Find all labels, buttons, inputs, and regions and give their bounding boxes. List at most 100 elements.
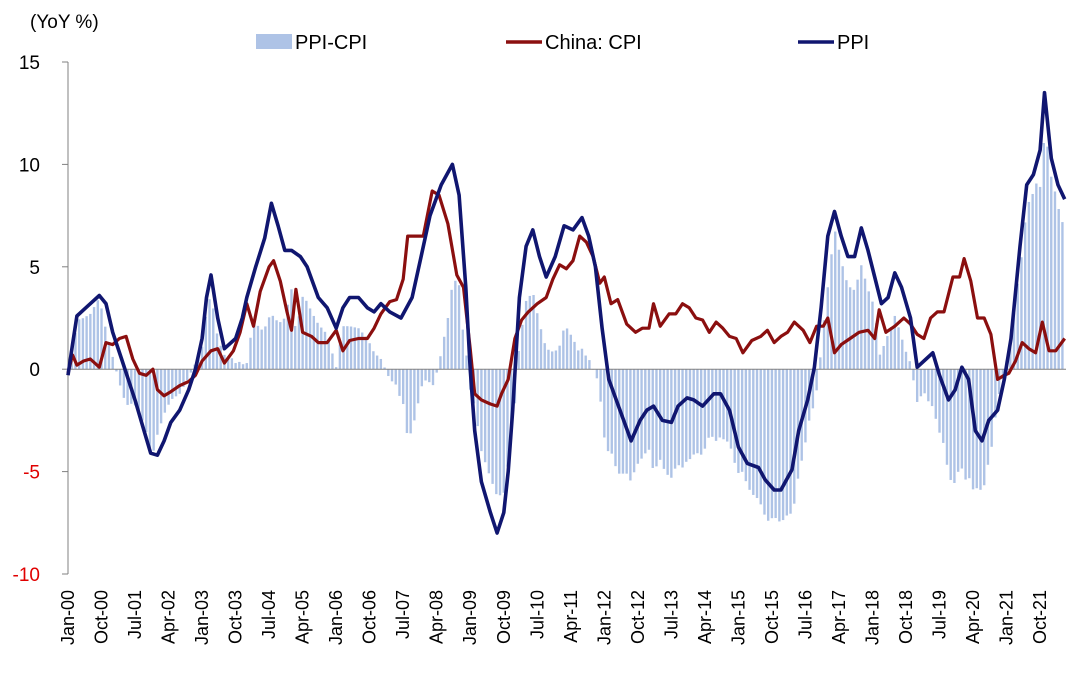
- ppi-cpi-bar: [1012, 313, 1016, 370]
- ppi-cpi-bar: [431, 369, 435, 386]
- ppi-cpi-bar: [651, 369, 654, 468]
- ppi-cpi-bar: [796, 369, 800, 479]
- legend-swatch-ppi-cpi: [256, 34, 292, 49]
- ppi-cpi-bar: [111, 356, 114, 370]
- ppi-cpi-bar: [145, 369, 148, 433]
- ppi-cpi-bar: [152, 369, 155, 451]
- ppi-cpi-bar: [845, 280, 848, 370]
- ppi-cpi-bar: [569, 334, 572, 370]
- ppi-cpi-bar: [334, 367, 338, 370]
- ppi-cpi-bar: [156, 369, 159, 435]
- ppi-cpi-bar: [938, 369, 941, 433]
- ppi-cpi-bar: [293, 326, 297, 370]
- ppi-cpi-bar: [640, 369, 643, 459]
- ppi-cpi-bar: [904, 351, 908, 370]
- ppi-cpi-bar: [603, 369, 606, 438]
- ppi-cpi-bar: [483, 369, 487, 463]
- ppi-cpi-bar: [711, 369, 714, 437]
- ppi-cpi-bar: [338, 344, 342, 370]
- ppi-cpi-bar: [346, 326, 349, 370]
- ppi-cpi-bar: [815, 369, 818, 391]
- ppi-cpi-bar: [327, 339, 330, 370]
- ppi-cpi-bar: [1009, 341, 1012, 370]
- ppi-cpi-bar: [394, 369, 397, 385]
- ppi-cpi-bar: [1027, 201, 1031, 370]
- ppi-cpi-bar: [767, 369, 770, 521]
- ppi-cpi-bar: [863, 278, 867, 370]
- ppi-cpi-bar: [673, 369, 677, 469]
- ppi-cpi-bar: [729, 369, 733, 449]
- ppi-cpi-bar: [785, 369, 789, 516]
- ppi-cpi-bar: [461, 329, 464, 370]
- ppi-cpi-bar: [200, 346, 204, 370]
- x-tick-label: Oct-12: [628, 590, 648, 644]
- x-tick-label: Jan-12: [594, 590, 614, 645]
- ppi-cpi-bar: [707, 369, 710, 438]
- legend-label-ppi: PPI: [837, 32, 869, 54]
- ppi-cpi-bar: [778, 369, 781, 522]
- ppi-cpi-bar: [912, 369, 915, 381]
- x-tick-label: Jul-07: [393, 590, 413, 639]
- ppi-cpi-bar: [137, 369, 140, 411]
- x-tick-label: Oct-21: [1030, 590, 1050, 644]
- ppi-cpi-bar: [930, 369, 934, 407]
- x-tick-label: Jan-00: [58, 590, 78, 645]
- ppi-cpi-bar: [860, 265, 863, 370]
- ppi-cpi-bar: [927, 369, 930, 402]
- ppi-cpi-bar: [212, 308, 215, 370]
- ppi-cpi-bar: [420, 369, 424, 387]
- ppi-cpi-bar: [182, 369, 185, 387]
- ppi-cpi-bar: [543, 343, 546, 370]
- ppi-cpi-bar: [573, 341, 576, 370]
- ppi-cpi-bar: [312, 315, 316, 370]
- ppi-cpi-bar: [886, 336, 889, 370]
- ppi-cpi-bar: [841, 266, 844, 370]
- ppi-cpi-bar: [748, 369, 751, 490]
- ppi-cpi-bar: [692, 369, 695, 455]
- ppi-cpi-bar: [562, 330, 565, 370]
- ppi-cpi-bar: [234, 363, 237, 370]
- ppi-cpi-bar: [856, 279, 859, 370]
- ppi-cpi-bar: [901, 339, 904, 370]
- ppi-cpi-bar: [387, 369, 390, 377]
- ppi-cpi-bar: [949, 369, 952, 480]
- ppi-cpi-bar: [1001, 369, 1005, 380]
- ppi-cpi-bar: [275, 320, 278, 370]
- ppi-cpi-bar: [323, 331, 327, 370]
- ppi-cpi-bar: [450, 289, 453, 370]
- x-tick-label: Oct-18: [896, 590, 916, 644]
- ppi-cpi-bar: [822, 320, 826, 370]
- ppi-cpi-bar: [267, 317, 271, 370]
- ppi-cpi-bar: [480, 369, 483, 452]
- ppi-cpi-bar: [271, 315, 275, 370]
- ppi-cpi-bar: [577, 350, 580, 370]
- ppi-cpi-bar: [655, 369, 658, 467]
- ppi-cpi-bar: [737, 369, 740, 473]
- ppi-cpi-bar: [755, 369, 759, 499]
- ppi-cpi-bar: [96, 300, 99, 370]
- ppi-cpi-bar: [491, 369, 494, 484]
- ppi-cpi-bar: [230, 358, 234, 370]
- ppi-cpi-bar: [141, 369, 144, 421]
- ppi-cpi-bar: [983, 369, 986, 486]
- ppi-cpi-bar: [539, 329, 543, 370]
- ppi-cpi-bar: [681, 369, 684, 468]
- ppi-cpi-bar: [148, 369, 152, 448]
- ppi-cpi-bar: [331, 353, 334, 370]
- unit-label: (YoY %): [30, 12, 99, 33]
- ppi-cpi-bar: [848, 287, 852, 370]
- ppi-cpi-bar: [282, 318, 286, 370]
- x-tick-label: Jan-18: [863, 590, 883, 645]
- ppi-cpi-bar: [532, 295, 535, 370]
- ppi-cpi-bar: [85, 316, 88, 370]
- ppi-cpi-bar: [934, 369, 937, 419]
- ppi-cpi-bar: [442, 336, 446, 370]
- ppi-cpi-bar: [826, 287, 829, 370]
- legend: PPI-CPI China: CPI PPI: [256, 32, 869, 54]
- ppi-cpi-bar: [402, 369, 405, 405]
- ppi-line: [66, 90, 1067, 535]
- ppi-cpi-bar: [968, 369, 971, 479]
- x-tick-label: Apr-17: [829, 590, 849, 644]
- y-tick-label: 5: [29, 258, 40, 279]
